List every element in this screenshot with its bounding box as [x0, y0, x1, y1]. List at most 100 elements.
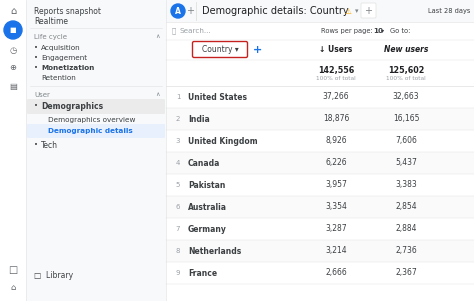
FancyBboxPatch shape [166, 174, 474, 196]
FancyBboxPatch shape [361, 3, 376, 18]
Text: Australia: Australia [188, 203, 227, 212]
FancyBboxPatch shape [166, 22, 474, 40]
Text: 6: 6 [176, 204, 180, 210]
Text: New users: New users [384, 45, 428, 54]
Text: Tech: Tech [41, 141, 58, 150]
Text: ◷: ◷ [9, 45, 17, 54]
FancyBboxPatch shape [26, 0, 166, 301]
Circle shape [171, 4, 185, 18]
Text: ▤: ▤ [9, 82, 17, 91]
FancyBboxPatch shape [166, 218, 474, 240]
Text: 8: 8 [176, 248, 180, 254]
Text: 8,926: 8,926 [325, 136, 347, 145]
Text: 3,287: 3,287 [325, 225, 347, 234]
Text: ⊕: ⊕ [9, 64, 17, 73]
Text: Demographics overview: Demographics overview [48, 117, 136, 123]
Text: India: India [188, 114, 210, 123]
Text: 2: 2 [176, 116, 180, 122]
Text: Realtime: Realtime [34, 17, 68, 26]
Text: 🔍: 🔍 [172, 28, 176, 34]
Text: 3,214: 3,214 [325, 247, 347, 256]
Text: 7,606: 7,606 [395, 136, 417, 145]
Text: ▾: ▾ [381, 29, 384, 33]
Text: □  Library: □ Library [34, 271, 73, 280]
Text: Germany: Germany [188, 225, 227, 234]
Text: 3,354: 3,354 [325, 203, 347, 212]
Text: 2,666: 2,666 [325, 268, 347, 278]
Text: Country ▾: Country ▾ [201, 45, 238, 54]
Text: 10: 10 [373, 28, 383, 34]
FancyBboxPatch shape [0, 0, 26, 301]
Text: •: • [34, 142, 38, 148]
Text: +: + [254, 45, 263, 55]
Text: •: • [34, 104, 38, 110]
Text: Demographic details: Country: Demographic details: Country [202, 6, 348, 16]
Text: France: France [188, 268, 217, 278]
Text: 32,663: 32,663 [392, 92, 419, 101]
Text: Monetization: Monetization [41, 65, 94, 71]
Text: ▾: ▾ [355, 8, 359, 14]
Text: 2,367: 2,367 [395, 268, 417, 278]
Text: •: • [34, 45, 38, 51]
Text: 2,854: 2,854 [395, 203, 417, 212]
Text: •: • [34, 55, 38, 61]
Text: A: A [175, 7, 181, 15]
FancyBboxPatch shape [166, 130, 474, 152]
FancyBboxPatch shape [27, 99, 165, 114]
Text: United States: United States [188, 92, 247, 101]
Text: Last 28 days: Last 28 days [428, 8, 470, 14]
Text: 3: 3 [176, 138, 180, 144]
Text: ⚠: ⚠ [345, 7, 352, 15]
Text: United Kingdom: United Kingdom [188, 136, 258, 145]
FancyBboxPatch shape [166, 108, 474, 130]
FancyBboxPatch shape [166, 0, 474, 301]
Text: 5: 5 [176, 182, 180, 188]
Text: ⌂: ⌂ [10, 6, 16, 16]
Text: 3,957: 3,957 [325, 181, 347, 190]
Text: ∧: ∧ [155, 92, 160, 98]
Text: Engagement: Engagement [41, 55, 87, 61]
Text: Canada: Canada [188, 159, 220, 167]
Text: 7: 7 [176, 226, 180, 232]
Text: 3,383: 3,383 [395, 181, 417, 190]
Text: 9: 9 [176, 270, 180, 276]
Text: 125,602: 125,602 [388, 66, 424, 75]
Text: 6,226: 6,226 [325, 159, 347, 167]
FancyBboxPatch shape [166, 86, 474, 108]
Text: •: • [34, 65, 38, 71]
FancyBboxPatch shape [166, 196, 474, 218]
Text: 37,266: 37,266 [323, 92, 349, 101]
Text: Retention: Retention [41, 75, 76, 81]
Text: ∧: ∧ [155, 35, 160, 39]
Text: Pakistan: Pakistan [188, 181, 225, 190]
Text: Acquisition: Acquisition [41, 45, 81, 51]
Text: 16,165: 16,165 [393, 114, 419, 123]
Text: Search...: Search... [180, 28, 211, 34]
FancyBboxPatch shape [166, 152, 474, 174]
Text: ↓ Users: ↓ Users [319, 45, 353, 54]
Text: Netherlands: Netherlands [188, 247, 241, 256]
Text: Reports snapshot: Reports snapshot [34, 7, 101, 15]
Text: +: + [186, 6, 194, 16]
Text: 18,876: 18,876 [323, 114, 349, 123]
Text: 1: 1 [176, 94, 180, 100]
Text: ■: ■ [9, 27, 16, 33]
Text: 2,884: 2,884 [395, 225, 417, 234]
Text: 142,556: 142,556 [318, 66, 354, 75]
Text: Demographic details: Demographic details [48, 128, 133, 134]
FancyBboxPatch shape [166, 240, 474, 262]
Text: Life cycle: Life cycle [34, 34, 67, 40]
FancyBboxPatch shape [192, 42, 247, 57]
FancyBboxPatch shape [166, 262, 474, 284]
Text: □: □ [9, 265, 18, 275]
FancyBboxPatch shape [166, 0, 474, 22]
Text: User: User [34, 92, 50, 98]
Text: 100% of total: 100% of total [316, 76, 356, 82]
Text: +: + [364, 6, 372, 16]
Circle shape [4, 21, 22, 39]
Text: Rows per page:: Rows per page: [321, 28, 373, 34]
Text: 4: 4 [176, 160, 180, 166]
Text: ⌂: ⌂ [10, 284, 16, 293]
Text: 100% of total: 100% of total [386, 76, 426, 82]
Text: Demographics: Demographics [41, 102, 103, 111]
